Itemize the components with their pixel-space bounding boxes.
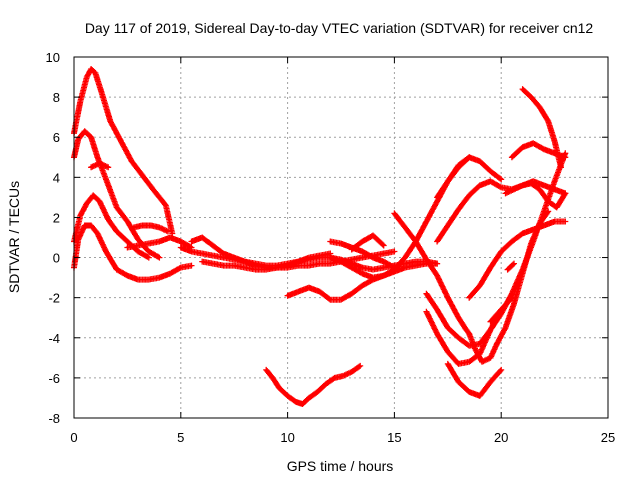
series-arc-5 bbox=[88, 160, 112, 171]
series-arc-22 bbox=[466, 218, 569, 301]
series-markers bbox=[434, 154, 473, 201]
series-arc-7 bbox=[130, 222, 171, 235]
series-markers bbox=[487, 294, 515, 325]
series-arc-15 bbox=[263, 362, 364, 407]
series-markers bbox=[502, 180, 569, 211]
series-arc-6 bbox=[124, 234, 195, 251]
series-markers bbox=[124, 234, 195, 251]
series-arc-23 bbox=[487, 294, 515, 325]
y-tick-label: -4 bbox=[48, 331, 60, 346]
series-markers bbox=[444, 360, 505, 399]
series-markers bbox=[130, 222, 171, 235]
series-arc-14 bbox=[348, 232, 387, 253]
chart-title: Day 117 of 2019, Sidereal Day-to-day VTE… bbox=[85, 20, 594, 36]
series-arc-1 bbox=[71, 66, 176, 237]
x-tick-label: 0 bbox=[70, 430, 77, 445]
series-markers bbox=[504, 260, 517, 273]
grid bbox=[74, 57, 608, 418]
series-markers bbox=[423, 306, 505, 367]
series-markers bbox=[519, 86, 564, 171]
y-tick-label: 10 bbox=[46, 50, 60, 65]
series-arc-25 bbox=[519, 86, 564, 171]
x-tick-label: 20 bbox=[494, 430, 508, 445]
y-tick-label: 0 bbox=[53, 251, 60, 266]
x-tick-label: 15 bbox=[387, 430, 401, 445]
x-tick-label: 10 bbox=[280, 430, 294, 445]
series-markers bbox=[71, 66, 176, 237]
y-tick-label: -6 bbox=[48, 371, 60, 386]
x-tick-label: 25 bbox=[601, 430, 615, 445]
series-markers bbox=[88, 160, 112, 171]
y-tick-label: -8 bbox=[48, 411, 60, 426]
series-arc-21 bbox=[434, 154, 473, 201]
series-markers bbox=[263, 362, 364, 407]
y-tick-label: 4 bbox=[53, 170, 60, 185]
series-arc-27 bbox=[504, 260, 517, 273]
axis-ticks: 0 5 10 15 20 25 -8 -6 -4 -2 0 2 4 6 8 10 bbox=[46, 50, 616, 445]
x-axis-label: GPS time / hours bbox=[287, 458, 394, 474]
x-tick-label: 5 bbox=[177, 430, 184, 445]
y-tick-label: 6 bbox=[53, 130, 60, 145]
y-tick-label: -2 bbox=[48, 291, 60, 306]
series-arc-18 bbox=[423, 306, 505, 367]
plot-frame bbox=[73, 56, 609, 419]
y-tick-label: 2 bbox=[53, 210, 60, 225]
series-markers bbox=[466, 218, 569, 301]
series-arc-19 bbox=[444, 360, 505, 399]
series-arc-26 bbox=[502, 180, 569, 211]
y-axis-label: SDTVAR / TECUs bbox=[6, 181, 22, 293]
y-tick-label: 8 bbox=[53, 90, 60, 105]
data-series bbox=[71, 66, 569, 407]
series-markers bbox=[348, 232, 387, 253]
